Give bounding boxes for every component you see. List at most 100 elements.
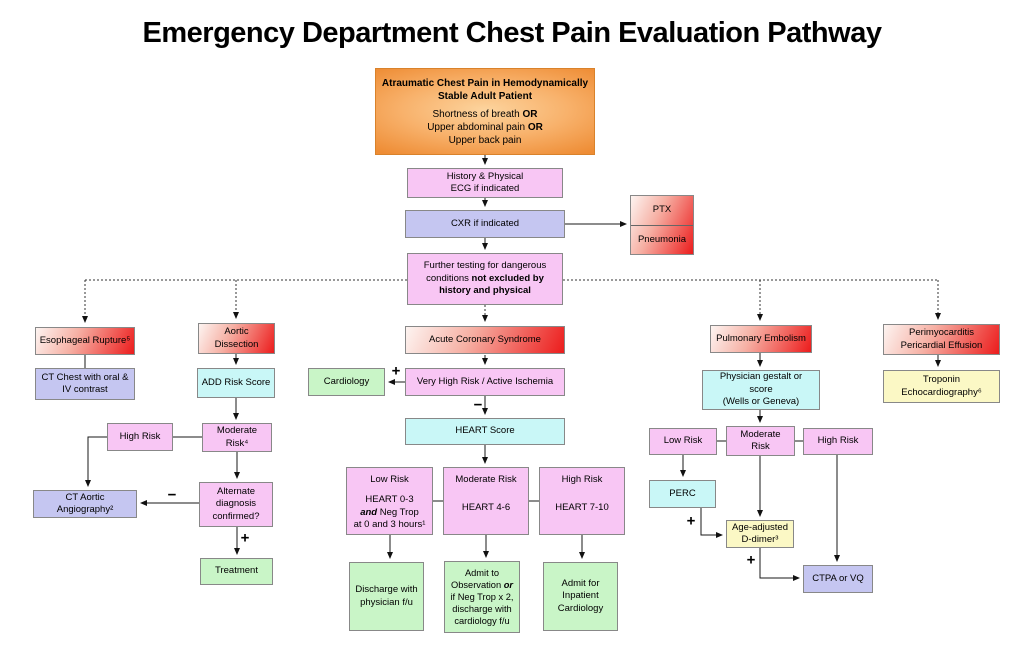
pe-mod-line2: Risk — [751, 441, 770, 452]
very-high-risk-label: Very High Risk / Active Ischemia — [416, 375, 554, 387]
pe-label: Pulmonary Embolism — [716, 332, 806, 344]
cxr-box: CXR if indicated — [405, 210, 565, 238]
gestalt-line1: Physician gestalt or — [719, 371, 803, 383]
acs-box: Acute Coronary Syndrome — [405, 326, 565, 354]
heart-high-line1: HEART 7-10 — [555, 502, 609, 514]
ct-aortic-angiography-box: CT Aortic Angiography² — [33, 490, 137, 518]
gestalt-line2: score — [749, 383, 773, 395]
start-option-1-text: Shortness of breath — [432, 108, 523, 120]
treatment-label: Treatment — [215, 565, 258, 577]
pe-moderate-risk-box: Moderate Risk — [726, 426, 795, 456]
ad-high-risk-box: High Risk — [107, 423, 173, 451]
perimyocarditis-box: Perimyocarditis Pericardial Effusion — [883, 324, 1000, 355]
further-line2: conditions not excluded by — [426, 273, 544, 285]
heart-low-line1: HEART 0-3 — [365, 494, 414, 506]
start-heading-line2: Stable Adult Patient — [437, 90, 533, 102]
ct-chest-line1: CT Chest with oral & — [41, 371, 129, 383]
further-line3-bold: history and physical — [439, 285, 531, 297]
pe-mod-line1: Moderate — [740, 428, 781, 440]
heart-high-title: High Risk — [561, 474, 603, 485]
physician-gestalt-box: Physician gestalt or score (Wells or Gen… — [702, 370, 820, 410]
pulmonary-embolism-box: Pulmonary Embolism — [710, 325, 812, 353]
admit-inpatient-line3: Cardiology — [557, 602, 604, 614]
discharge-line1: Discharge with — [355, 584, 418, 596]
admit-obs-line2-text: Observation — [450, 579, 504, 590]
plus-label-treatment: + — [240, 529, 250, 547]
pe-low-label: Low Risk — [663, 435, 703, 447]
pe-low-risk-box: Low Risk — [649, 428, 717, 455]
admit-obs-line2-em: or — [503, 579, 514, 590]
start-option-2-or: OR — [527, 121, 543, 133]
heart-moderate-risk-box: Moderate Risk HEART 4-6 — [443, 467, 529, 535]
minus-label-heart-score: − — [473, 396, 483, 414]
add-risk-label: ADD Risk Score — [201, 376, 271, 388]
further-line1: Further testing for dangerous — [423, 260, 547, 272]
ad-moderate-line2: Risk⁴ — [225, 437, 249, 449]
pe-high-risk-box: High Risk — [803, 428, 873, 455]
ddimer-line2: D-dimer³ — [741, 534, 779, 545]
ad-moderate-risk-box: Moderate Risk⁴ — [202, 423, 272, 452]
admit-obs-line1: Admit to — [464, 567, 500, 578]
pneumonia-label: Pneumonia — [637, 233, 687, 245]
discharge-box: Discharge with physician f/u — [349, 562, 424, 631]
admit-inpatient-box: Admit for Inpatient Cardiology — [543, 562, 618, 631]
gestalt-line3: (Wells or Geneva) — [722, 396, 800, 408]
alternate-diagnosis-box: Alternate diagnosis confirmed? — [199, 482, 273, 527]
admit-obs-line4: discharge with — [452, 604, 512, 615]
pe-high-label: High Risk — [817, 435, 859, 447]
heart-mod-line1: HEART 4-6 — [461, 502, 511, 514]
ad-high-label: High Risk — [119, 430, 161, 442]
cardiology-label: Cardiology — [323, 375, 370, 387]
heart-low-line2-em: and — [360, 506, 378, 518]
ddimer-box: Age-adjusted D-dimer³ — [726, 520, 794, 548]
acs-label: Acute Coronary Syndrome — [429, 333, 541, 345]
heart-low-risk-box: Low Risk HEART 0-3 and Neg Trop at 0 and… — [346, 467, 433, 535]
esophageal-rupture-box: Esophageal Rupture⁵ — [35, 327, 135, 355]
plus-label-cardiology: + — [391, 362, 401, 380]
ptx-cell: PTX — [631, 196, 693, 225]
start-option-3: Upper back pain — [448, 134, 522, 146]
aortic-line2: Dissection — [214, 338, 259, 350]
admit-inpatient-line2: Inpatient — [562, 590, 599, 602]
history-line2: ECG if indicated — [450, 183, 520, 194]
heart-score-label: HEART Score — [455, 425, 515, 437]
heart-low-line3: at 0 and 3 hours¹ — [353, 519, 426, 531]
heart-score-box: HEART Score — [405, 418, 565, 445]
admit-obs-line3: if Neg Trop x 2, — [450, 591, 514, 602]
heart-high-risk-box: High Risk HEART 7-10 — [539, 467, 625, 535]
plus-label-ddimer: + — [746, 551, 756, 569]
troponin-line2: Echocardiography⁶ — [901, 386, 982, 398]
start-option-1: Shortness of breath OR — [432, 108, 537, 121]
discharge-line2: physician f/u — [360, 596, 413, 608]
treatment-box: Treatment — [200, 558, 273, 585]
ptx-label: PTX — [652, 204, 672, 216]
perimyocarditis-line2: Pericardial Effusion — [900, 339, 983, 351]
alt-diag-line3: confirmed? — [212, 510, 260, 522]
cardiology-box: Cardiology — [308, 368, 385, 396]
alt-diag-line2: diagnosis — [215, 498, 257, 510]
heart-mod-title: Moderate Risk — [455, 474, 517, 485]
page-title: Emergency Department Chest Pain Evaluati… — [142, 17, 882, 49]
start-heading-line1: Atraumatic Chest Pain in Hemodynamically — [381, 77, 589, 89]
ddimer-line1: Age-adjusted — [732, 521, 788, 533]
ctpa-box: CTPA or VQ — [803, 565, 873, 593]
very-high-risk-box: Very High Risk / Active Ischemia — [405, 368, 565, 396]
admit-obs-line2: Observation or — [451, 579, 513, 591]
admit-observation-box: Admit to Observation or if Neg Trop x 2,… — [444, 561, 520, 633]
ct-chest-box: CT Chest with oral & IV contrast — [35, 368, 135, 400]
start-box: Atraumatic Chest Pain in Hemodynamically… — [375, 68, 595, 155]
esophageal-label: Esophageal Rupture⁵ — [39, 334, 131, 346]
heart-low-line2-text: Neg Trop — [377, 506, 419, 518]
ct-aortic-line1: CT Aortic — [65, 491, 105, 503]
heart-low-line2: and Neg Trop — [360, 507, 419, 519]
admit-obs-line5: cardiology f/u — [454, 616, 510, 627]
admit-inpatient-line1: Admit for — [561, 577, 600, 589]
ct-aortic-line2: Angiography² — [56, 504, 114, 515]
perimyocarditis-line1: Perimyocarditis — [909, 327, 974, 339]
perc-box: PERC — [649, 480, 716, 508]
cxr-label: CXR if indicated — [450, 217, 520, 229]
start-option-1-or: OR — [522, 108, 538, 120]
alt-diag-line1: Alternate — [216, 485, 256, 497]
minus-label-ct-aortic: − — [167, 486, 177, 504]
